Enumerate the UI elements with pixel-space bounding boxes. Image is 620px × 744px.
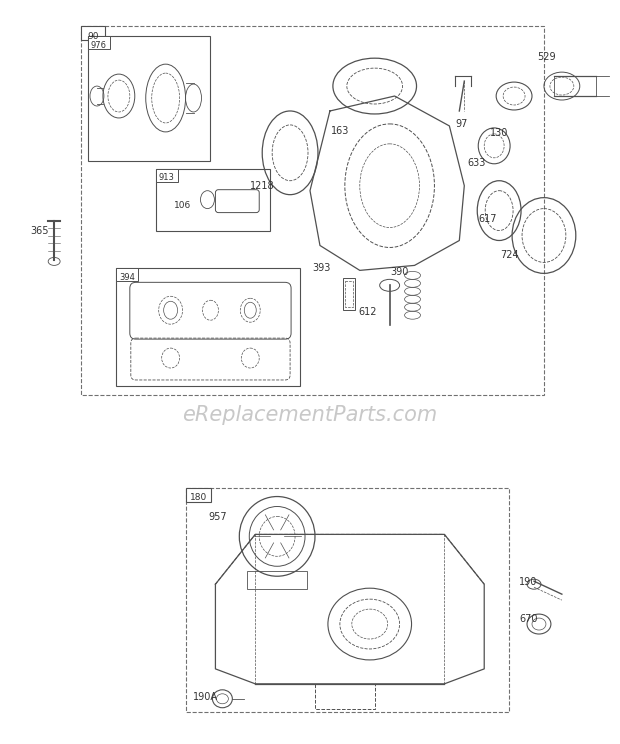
Text: 97: 97 — [455, 119, 467, 129]
Bar — [88, 36, 210, 161]
Text: 365: 365 — [30, 225, 48, 236]
Text: 633: 633 — [467, 158, 485, 168]
Text: 529: 529 — [538, 52, 556, 62]
Bar — [343, 278, 355, 310]
Bar — [88, 36, 110, 49]
Text: 190: 190 — [519, 577, 538, 587]
Text: 1218: 1218 — [250, 181, 275, 190]
Text: 670: 670 — [519, 614, 538, 624]
Bar — [185, 487, 211, 501]
Text: 612: 612 — [358, 307, 377, 317]
Bar — [345, 281, 353, 307]
Bar — [116, 269, 138, 281]
Text: eReplacementParts.com: eReplacementParts.com — [182, 405, 438, 425]
Text: 180: 180 — [190, 493, 207, 502]
Bar — [156, 169, 177, 182]
Text: 957: 957 — [208, 513, 227, 522]
Text: 394: 394 — [119, 273, 135, 282]
Text: 393: 393 — [312, 263, 331, 273]
Text: 163: 163 — [330, 126, 349, 136]
Text: 90: 90 — [87, 32, 99, 41]
Text: 106: 106 — [174, 201, 191, 210]
Text: 190A: 190A — [193, 692, 218, 702]
Text: 617: 617 — [478, 214, 497, 224]
Bar — [247, 571, 307, 589]
Text: 390: 390 — [391, 267, 409, 278]
Bar — [81, 26, 105, 40]
Text: 130: 130 — [490, 128, 508, 138]
Bar — [185, 487, 509, 712]
Text: 913: 913 — [159, 173, 175, 182]
Bar — [116, 269, 300, 386]
Bar — [81, 26, 544, 395]
Text: 724: 724 — [500, 251, 518, 260]
Bar — [156, 169, 270, 231]
Text: 976: 976 — [91, 41, 107, 50]
